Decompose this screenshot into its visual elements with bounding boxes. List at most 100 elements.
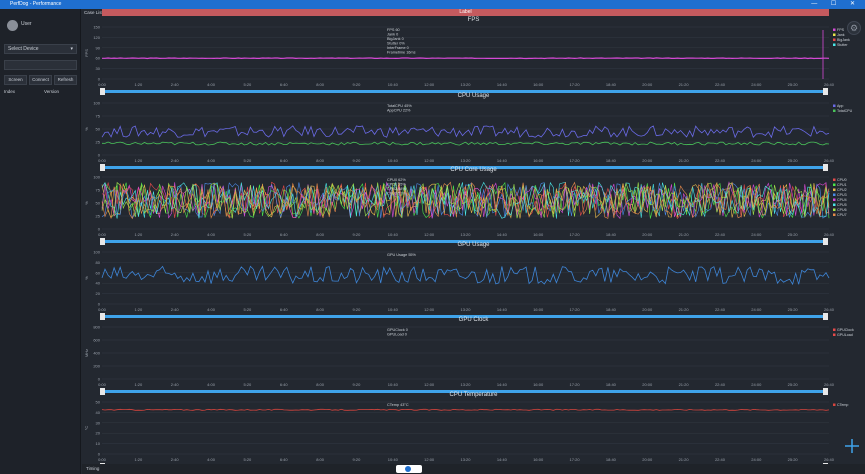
y-tick-label: 40 — [96, 410, 101, 415]
chart-plot[interactable]: °C 50 40 30 20 10 00:00 1:20 2:40 4:00 5:20 6:40 8:0… — [82, 392, 865, 464]
y-tick-label: 400 — [93, 351, 100, 356]
x-tick-label: 17:20 — [570, 457, 581, 462]
scrollbar-left-handle[interactable] — [100, 164, 105, 171]
x-tick-label: 6:40 — [280, 158, 289, 163]
y-tick-label: 25 — [96, 214, 101, 219]
x-tick-label: 8:00 — [316, 82, 325, 87]
x-tick-label: 17:20 — [570, 158, 581, 163]
x-tick-label: 1:20 — [134, 382, 143, 387]
hover-readout-line: GPULoad 0 — [387, 333, 407, 337]
refresh-button[interactable]: Refresh — [54, 75, 77, 85]
x-tick-label: 9:20 — [353, 307, 362, 312]
label-bar[interactable]: Label — [102, 9, 829, 16]
x-tick-label: 12:00 — [424, 82, 435, 87]
scrollbar-right-handle[interactable] — [823, 88, 828, 95]
x-tick-label: 16:00 — [533, 307, 544, 312]
scrollbar-right-handle[interactable] — [823, 238, 828, 245]
app-select[interactable] — [4, 60, 77, 70]
scrollbar-left-handle[interactable] — [100, 238, 105, 245]
legend-label: CPU1 — [837, 183, 847, 187]
chart-plot[interactable]: % 100 75 50 25 00:00 1:20 2:40 4:00 5:20 6:40 8:00 9… — [82, 167, 865, 239]
x-tick-label: 22:40 — [715, 232, 726, 237]
scrollbar-right-handle[interactable] — [823, 164, 828, 171]
hover-readout-line: CPU1 55% — [387, 183, 406, 187]
window-controls[interactable]: — ☐ ✕ — [811, 1, 861, 7]
x-tick-label: 14:40 — [497, 457, 508, 462]
x-tick-label: 9:20 — [353, 457, 362, 462]
x-tick-label: 10:40 — [388, 457, 399, 462]
x-tick-label: 14:40 — [497, 307, 508, 312]
hover-readout-line: Jank 0 — [387, 33, 398, 37]
y-tick-label: 800 — [93, 325, 100, 330]
x-tick-label: 4:00 — [207, 457, 216, 462]
time-range-scrollbar[interactable] — [100, 313, 828, 320]
list-header-index: Index — [4, 89, 16, 94]
legend-swatch — [833, 43, 836, 46]
y-tick-label: 0 — [98, 77, 101, 82]
zoom-toggle[interactable] — [396, 465, 422, 473]
window-title: PerfDog - Performance — [10, 1, 62, 7]
x-tick-label: 12:00 — [424, 232, 435, 237]
x-tick-label: 1:20 — [134, 457, 143, 462]
x-tick-label: 20:00 — [642, 82, 653, 87]
case-list-label[interactable]: Case List — [84, 10, 103, 15]
time-range-scrollbar[interactable] — [100, 164, 828, 171]
connect-button[interactable]: Connect — [29, 75, 52, 85]
x-tick-label: 9:20 — [353, 382, 362, 387]
scrollbar-left-handle[interactable] — [100, 313, 105, 320]
x-tick-label: 18:40 — [606, 457, 617, 462]
y-axis-label: % — [84, 127, 89, 131]
x-tick-label: 5:20 — [244, 382, 253, 387]
add-panel-icon[interactable] — [845, 439, 859, 453]
x-tick-label: 9:20 — [353, 158, 362, 163]
x-tick-label: 1:20 — [134, 232, 143, 237]
chart-title: CPU Temperature — [449, 392, 498, 398]
chart-title: FPS — [467, 17, 480, 23]
x-tick-label: 21:20 — [679, 457, 690, 462]
x-tick-label: 8:00 — [316, 457, 325, 462]
time-range-scrollbar[interactable] — [100, 88, 828, 95]
chart-plot[interactable]: % 100 75 50 25 00:00 1:20 2:40 4:00 5:20 6:40 8:00 9… — [82, 93, 865, 165]
y-tick-label: 40 — [96, 281, 101, 286]
x-tick-label: 26:40 — [824, 457, 835, 462]
y-tick-label: 100 — [93, 175, 100, 180]
x-tick-label: 0:00 — [98, 232, 107, 237]
x-tick-label: 10:40 — [388, 382, 399, 387]
scrollbar-right-handle[interactable] — [823, 313, 828, 320]
screen-button[interactable]: Screen — [4, 75, 27, 85]
label-bar-text: Label — [459, 9, 472, 15]
device-select[interactable]: Select Device ▾ — [4, 44, 77, 54]
x-tick-label: 25:20 — [788, 232, 799, 237]
chart-plot[interactable]: % 100 80 60 40 20 00:00 1:20 2:40 4:00 5:20 6:40 8:0… — [82, 242, 865, 314]
time-range-scrollbar[interactable] — [100, 388, 828, 395]
y-tick-label: 150 — [93, 25, 100, 30]
hover-readout-line: CPU3 51% — [387, 192, 406, 196]
x-tick-label: 0:00 — [98, 307, 107, 312]
x-tick-label: 10:40 — [388, 158, 399, 163]
x-tick-label: 17:20 — [570, 382, 581, 387]
chart-plot[interactable]: MHz 800 600 400 200 00:00 1:20 2:40 4:00 5:20 6:40… — [82, 317, 865, 389]
legend-swatch — [833, 104, 836, 107]
legend-label: App — [837, 104, 843, 108]
y-tick-label: 30 — [96, 66, 101, 71]
chart-plot[interactable]: FPS 150 120 90 60 30 00:00 1:20 2:40 4:00 5:20 6:40… — [82, 17, 865, 89]
x-tick-label: 12:00 — [424, 307, 435, 312]
time-range-scrollbar[interactable] — [100, 238, 828, 245]
x-tick-label: 18:40 — [606, 307, 617, 312]
scrollbar-right-handle[interactable] — [823, 388, 828, 395]
x-tick-label: 13:20 — [460, 382, 471, 387]
x-tick-label: 8:00 — [316, 158, 325, 163]
x-tick-label: 13:20 — [460, 307, 471, 312]
x-tick-label: 5:20 — [244, 457, 253, 462]
gear-icon[interactable]: ⚙ — [847, 21, 861, 35]
x-tick-label: 13:20 — [460, 457, 471, 462]
avatar[interactable] — [7, 20, 18, 31]
legend-swatch — [833, 213, 836, 216]
x-tick-label: 4:00 — [207, 382, 216, 387]
legend-label: BigJank — [837, 38, 850, 42]
y-tick-label: 10 — [96, 441, 101, 446]
x-tick-label: 17:20 — [570, 307, 581, 312]
scrollbar-left-handle[interactable] — [100, 88, 105, 95]
scrollbar-left-handle[interactable] — [100, 388, 105, 395]
x-tick-label: 5:20 — [244, 158, 253, 163]
